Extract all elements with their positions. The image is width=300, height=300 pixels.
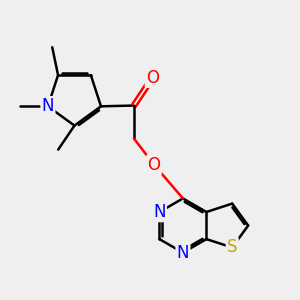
Text: O: O [148, 156, 160, 174]
Text: S: S [227, 238, 238, 256]
Text: O: O [146, 69, 159, 87]
Text: N: N [153, 203, 166, 221]
Text: N: N [177, 244, 189, 262]
Text: N: N [42, 97, 54, 115]
